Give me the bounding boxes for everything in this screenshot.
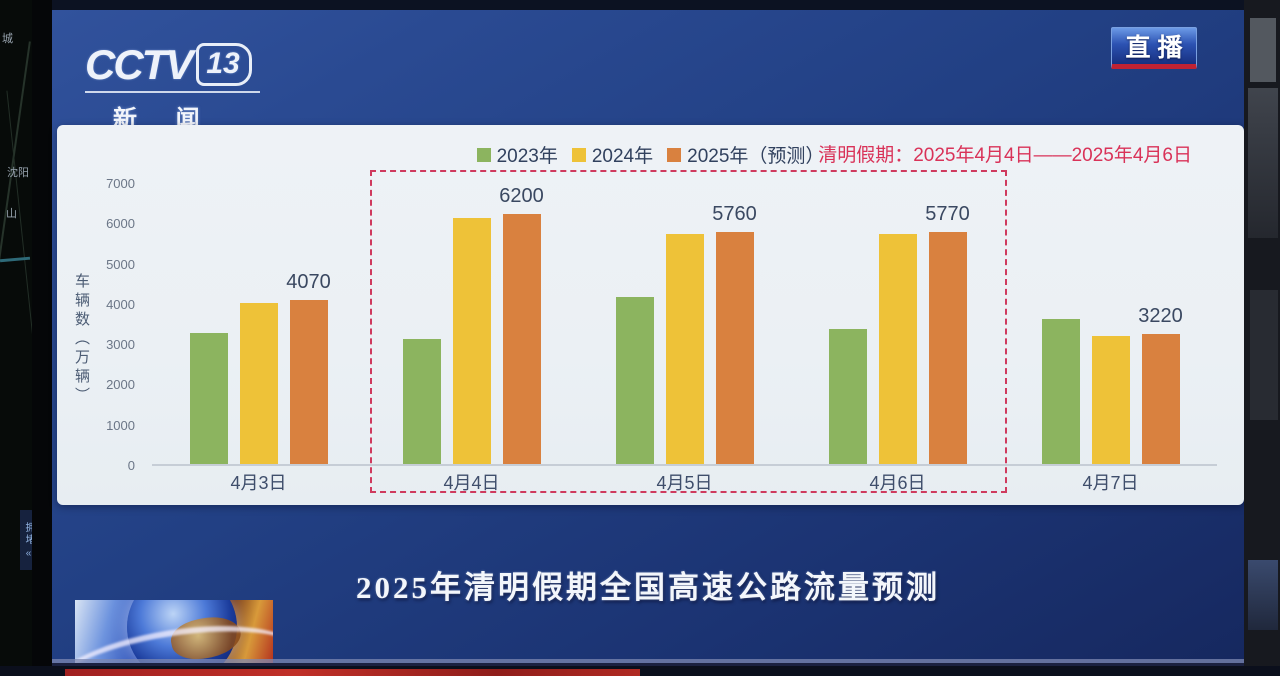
legend-item: 2025年（预测）	[667, 141, 824, 168]
bar-2025年（预测）: 6200	[499, 185, 544, 464]
y-tick-label: 2000	[106, 377, 135, 393]
screen-edge-glint	[52, 659, 1244, 663]
bar-2023年	[189, 333, 228, 464]
y-tick-label: 7000	[106, 176, 135, 191]
bar-value-label: 3220	[1138, 305, 1183, 327]
bar-group: 4070 4月3日	[189, 184, 331, 493]
bar-group: 3220 4月7日	[1041, 184, 1183, 493]
screen-bezel	[32, 0, 52, 666]
bar-2025年（预测）: 5770	[925, 203, 970, 464]
map-city-label: 沈阳	[7, 167, 29, 179]
background-map-strip: 城 沈阳 山	[0, 0, 32, 666]
bar-group: 5770 4月6日	[828, 184, 970, 493]
bar-2023年	[828, 329, 867, 464]
y-tick-label: 0	[127, 458, 135, 473]
screen-edge-dark	[52, 663, 1244, 666]
chart-panel: 2023年 2024年 2025年（预测） 清明假期：2025年4月4日——2025…	[57, 125, 1244, 505]
legend-swatch-icon	[476, 147, 491, 162]
x-axis-label: 4月3日	[230, 473, 287, 493]
wall-fragment	[1248, 560, 1278, 630]
bar-value-label: 5770	[925, 203, 970, 225]
wall-fragment	[1250, 18, 1276, 82]
bar-2023年	[1041, 319, 1080, 464]
map-city-label: 山	[6, 208, 17, 220]
chart-legend: 2023年 2024年 2025年（预测）	[57, 141, 1244, 168]
bar-2024年	[665, 234, 704, 464]
x-axis-label: 4月5日	[656, 473, 713, 493]
legend-swatch-icon	[667, 147, 682, 162]
logo-underline	[85, 91, 260, 93]
page-title: 2025年清明假期全国高速公路流量预测	[356, 570, 940, 605]
x-axis-label: 4月6日	[869, 473, 926, 493]
cctv-logo-text: CCTV	[85, 40, 193, 88]
photo-top-band	[0, 0, 1280, 10]
map-tab-label: 拥堵	[23, 521, 34, 546]
bar-2024年	[239, 303, 278, 464]
bar-2025年（预测）: 3220	[1138, 305, 1183, 464]
cctv13-logo: CCTV 13 新 闻	[85, 43, 275, 134]
y-tick-label: 3000	[106, 337, 135, 353]
bar-value-label: 6200	[499, 185, 544, 207]
bar-2025年（预测）: 4070	[286, 271, 331, 464]
legend-item: 2024年	[571, 141, 654, 168]
background-wall-strip	[1244, 0, 1280, 666]
plot-area: 4070 4月3日 6200 4月4日 5760 4月5日 5770 4月6日 3220 4月7日	[152, 184, 1217, 493]
map-city-label: 城	[2, 33, 13, 45]
bar-group: 5760 4月5日	[615, 184, 757, 493]
y-tick-label: 1000	[106, 417, 135, 433]
bar-2024年	[1091, 336, 1130, 464]
wall-fragment	[1248, 88, 1278, 238]
chevron-left-icon: «	[25, 547, 32, 559]
tv-screen: CCTV 13 新 闻 直播 2023年 2024年 2025年（预测） 清明假期：…	[52, 10, 1244, 676]
legend-label: 2023年	[496, 146, 558, 167]
wall-fragment	[1250, 290, 1278, 420]
legend-swatch-icon	[571, 147, 586, 162]
bar-value-label: 5760	[712, 203, 757, 225]
bar-2024年	[878, 234, 917, 464]
legend-label: 2024年	[591, 146, 654, 167]
map-coast-line	[0, 256, 31, 263]
live-badge: 直播	[1111, 27, 1197, 69]
y-axis-title: 车辆数（万辆）	[73, 273, 90, 406]
legend-label: 2025年（预测）	[687, 146, 825, 167]
news-globe-graphic	[75, 600, 273, 666]
channel-number-badge: 13	[196, 43, 252, 86]
bar-2025年（预测）: 5760	[712, 203, 757, 464]
bar-2024年	[452, 218, 491, 464]
y-tick-label: 6000	[106, 216, 135, 232]
bar-2023年	[402, 339, 441, 464]
y-tick-label: 4000	[106, 296, 135, 312]
y-tick-label: 5000	[106, 256, 135, 272]
legend-item: 2023年	[476, 141, 558, 168]
holiday-note: 清明假期：2025年4月4日——2025年4月6日	[818, 145, 1192, 166]
lower-third-red-strip	[65, 669, 640, 676]
x-axis-label: 4月7日	[1082, 473, 1139, 493]
x-axis-label: 4月4日	[443, 473, 500, 493]
bar-value-label: 4070	[286, 271, 331, 293]
bar-2023年	[615, 297, 654, 464]
map-road-line	[0, 41, 31, 339]
bar-group: 6200 4月4日	[402, 184, 544, 493]
